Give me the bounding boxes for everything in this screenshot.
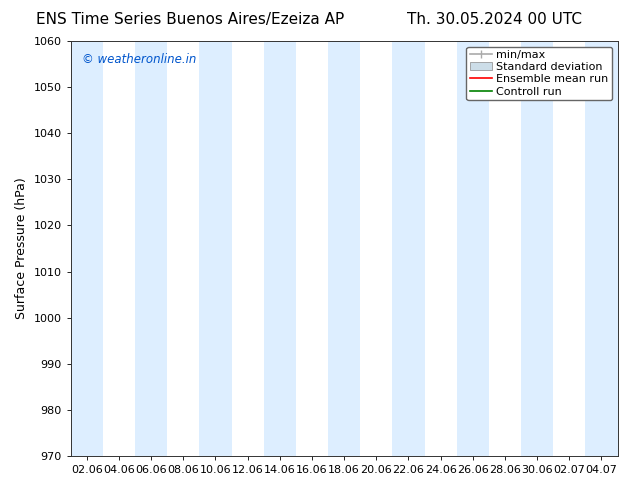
Bar [392,41,425,456]
Bar [71,41,103,456]
Bar [264,41,296,456]
Text: © weatheronline.in: © weatheronline.in [82,53,196,67]
Bar [585,41,618,456]
Y-axis label: Surface Pressure (hPa): Surface Pressure (hPa) [15,178,28,319]
Bar [135,41,167,456]
Text: Th. 30.05.2024 00 UTC: Th. 30.05.2024 00 UTC [407,12,582,27]
Bar [456,41,489,456]
Bar [199,41,231,456]
Text: ENS Time Series Buenos Aires/Ezeiza AP: ENS Time Series Buenos Aires/Ezeiza AP [36,12,344,27]
Bar [328,41,360,456]
Legend: min/max, Standard deviation, Ensemble mean run, Controll run: min/max, Standard deviation, Ensemble me… [467,47,612,100]
Bar [521,41,553,456]
